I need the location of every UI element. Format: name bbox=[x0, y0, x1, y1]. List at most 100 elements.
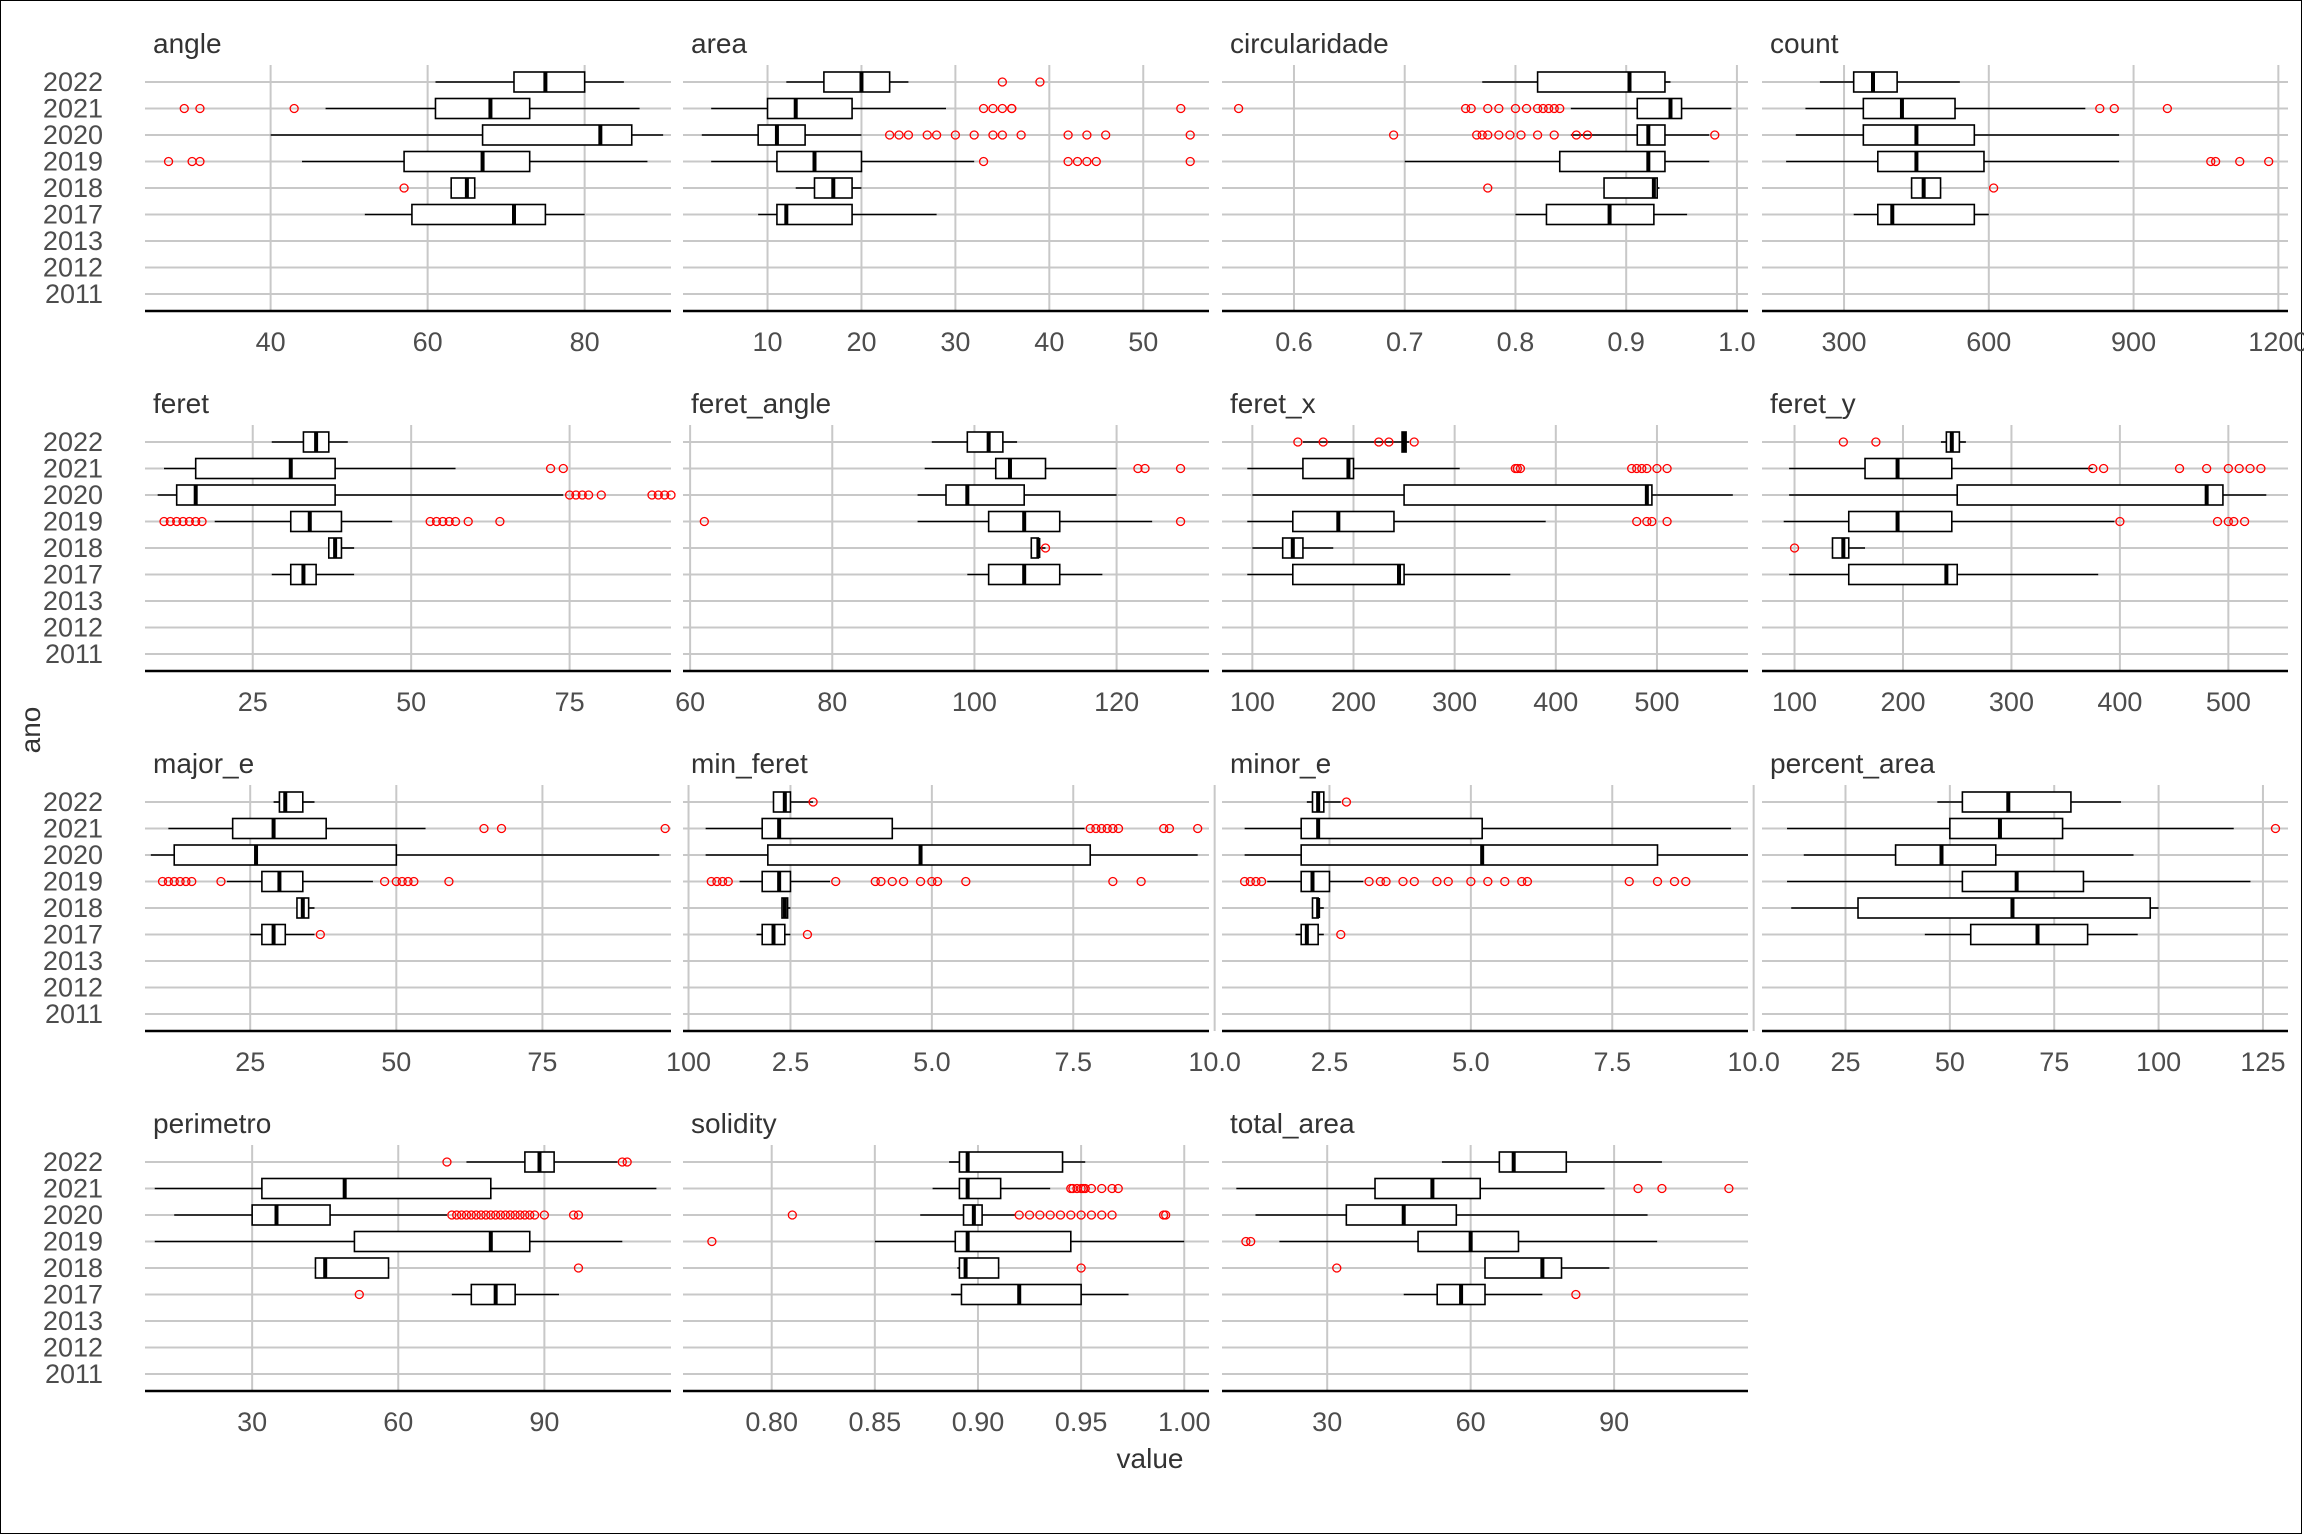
box-feret_x-2017 bbox=[1292, 563, 1405, 586]
box-perimetro-2021 bbox=[261, 1177, 492, 1200]
x-tick-label-percent_area-0: 25 bbox=[1830, 1047, 1860, 1077]
outlier-circularidade-2021-4 bbox=[1494, 103, 1504, 114]
outlier-min_feret-2019-5 bbox=[870, 876, 880, 887]
outlier-count-2021-1 bbox=[2109, 103, 2119, 114]
x-tick-label-min_feret-2: 7.5 bbox=[1054, 1047, 1092, 1077]
box-total_area-2022 bbox=[1498, 1151, 1568, 1173]
outlier-minor_e-2019-14 bbox=[1517, 876, 1527, 887]
outlier-solidity-2020-2 bbox=[1024, 1210, 1035, 1220]
x-tick-label-area-4: 50 bbox=[1128, 327, 1158, 357]
outlier-feret_angle-2019-0 bbox=[699, 516, 709, 527]
outlier-count-2019-1 bbox=[2210, 156, 2221, 167]
x-tick-label-feret_x-1: 200 bbox=[1331, 687, 1376, 717]
outlier-perimetro-2020-2 bbox=[456, 1210, 467, 1220]
box-total_area-2020 bbox=[1345, 1204, 1458, 1226]
outlier-major_e-2019-9 bbox=[397, 876, 407, 887]
outlier-solidity-2021-5 bbox=[1080, 1183, 1090, 1194]
outlier-circularidade-2018-0 bbox=[1483, 183, 1493, 193]
box-solidity-2019 bbox=[954, 1230, 1072, 1253]
outlier-feret-2020-0 bbox=[564, 490, 575, 500]
x-tick-label-area-3: 40 bbox=[1034, 327, 1064, 357]
outlier-feret_x-2022-0 bbox=[1293, 437, 1303, 447]
outlier-perimetro-2020-7 bbox=[481, 1210, 491, 1220]
outlier-feret-2019-10 bbox=[444, 516, 454, 527]
y-tick-label-2018: 2018 bbox=[43, 1253, 103, 1283]
outlier-circularidade-2020-9 bbox=[1571, 130, 1582, 140]
outlier-angle-2018-0 bbox=[399, 183, 409, 193]
outlier-area-2021-5 bbox=[1176, 103, 1186, 114]
x-tick-label-feret-0: 25 bbox=[238, 687, 268, 717]
x-tick-label-major_e-3: 100 bbox=[666, 1047, 711, 1077]
box-count-2017 bbox=[1877, 203, 1976, 226]
outlier-min_feret-2019-11 bbox=[932, 876, 943, 887]
outlier-solidity-2018-0 bbox=[1076, 1263, 1086, 1273]
y-tick-label-2021: 2021 bbox=[43, 94, 103, 124]
outlier-total_area-2021-1 bbox=[1657, 1183, 1667, 1194]
outlier-area-2019-0 bbox=[978, 156, 989, 167]
y-tick-label-2022: 2022 bbox=[43, 787, 103, 817]
outlier-circularidade-2021-2 bbox=[1466, 103, 1476, 114]
panel-title-count: count bbox=[1770, 28, 1839, 59]
outlier-feret_y-2019-3 bbox=[2229, 516, 2239, 527]
box-solidity-2017 bbox=[960, 1283, 1082, 1306]
panel-title-major_e: major_e bbox=[153, 748, 254, 779]
x-tick-label-perimetro-2: 90 bbox=[529, 1407, 559, 1437]
outlier-area-2020-0 bbox=[884, 130, 895, 140]
x-tick-label-solidity-2: 0.90 bbox=[952, 1407, 1005, 1437]
y-tick-label-2022: 2022 bbox=[43, 1147, 103, 1177]
box-major_e-2022 bbox=[278, 791, 304, 813]
x-tick-label-total_area-0: 30 bbox=[1312, 1407, 1342, 1437]
outlier-feret_y-2021-3 bbox=[2202, 463, 2212, 474]
box-angle-2021 bbox=[434, 97, 531, 120]
outlier-perimetro-2020-13 bbox=[510, 1210, 520, 1220]
box-circularidade-2017 bbox=[1545, 203, 1655, 226]
outlier-perimetro-2020-16 bbox=[525, 1210, 535, 1220]
outlier-min_feret-2019-1 bbox=[712, 876, 722, 887]
outlier-major_e-2019-7 bbox=[379, 876, 390, 887]
box-perimetro-2019 bbox=[353, 1230, 531, 1253]
x-tick-label-feret_angle-3: 120 bbox=[1094, 687, 1139, 717]
x-tick-label-percent_area-4: 125 bbox=[2240, 1047, 2285, 1077]
box-area-2019 bbox=[776, 150, 863, 173]
x-tick-label-feret_x-3: 400 bbox=[1533, 687, 1578, 717]
panel-title-feret_angle: feret_angle bbox=[691, 388, 831, 419]
outlier-feret-2020-6 bbox=[653, 490, 663, 500]
x-tick-label-perimetro-1: 60 bbox=[383, 1407, 413, 1437]
outlier-feret-2019-4 bbox=[184, 516, 195, 527]
outlier-feret-2019-6 bbox=[197, 516, 207, 527]
outlier-perimetro-2020-4 bbox=[466, 1210, 476, 1220]
outlier-solidity-2020-12 bbox=[1161, 1210, 1171, 1220]
outlier-total_area-2017-0 bbox=[1571, 1289, 1581, 1300]
outlier-minor_e-2019-6 bbox=[1381, 876, 1391, 887]
outlier-min_feret-2019-9 bbox=[915, 876, 926, 887]
outlier-perimetro-2020-5 bbox=[471, 1210, 481, 1220]
box-count-2021 bbox=[1862, 97, 1956, 120]
outlier-min_feret-2021-5 bbox=[1113, 823, 1124, 834]
outlier-perimetro-2020-12 bbox=[505, 1210, 515, 1220]
outlier-circularidade-2021-6 bbox=[1521, 103, 1532, 114]
outlier-feret_x-2021-6 bbox=[1642, 463, 1652, 474]
outlier-feret_y-2021-0 bbox=[2088, 463, 2098, 474]
box-circularidade-2021 bbox=[1636, 97, 1683, 120]
outlier-minor_e-2019-7 bbox=[1398, 876, 1408, 887]
x-tick-label-area-0: 10 bbox=[753, 327, 783, 357]
box-feret_x-2019 bbox=[1292, 510, 1395, 533]
outlier-min_feret-2019-3 bbox=[723, 876, 733, 887]
outlier-feret_x-2021-5 bbox=[1637, 463, 1647, 474]
outlier-solidity-2020-10 bbox=[1107, 1210, 1117, 1220]
outlier-minor_e-2019-5 bbox=[1375, 876, 1386, 887]
outlier-minor_e-2019-1 bbox=[1245, 876, 1255, 887]
outlier-feret-2019-12 bbox=[463, 516, 473, 527]
box-count-2022 bbox=[1852, 71, 1898, 93]
outlier-solidity-2020-8 bbox=[1086, 1210, 1097, 1220]
outlier-perimetro-2020-3 bbox=[461, 1210, 472, 1220]
x-tick-label-minor_e-2: 7.5 bbox=[1593, 1047, 1631, 1077]
outlier-major_e-2021-1 bbox=[496, 823, 507, 834]
outlier-minor_e-2019-3 bbox=[1256, 876, 1267, 887]
outlier-major_e-2019-4 bbox=[181, 876, 191, 887]
panel-title-minor_e: minor_e bbox=[1230, 748, 1331, 779]
outlier-min_feret-2019-2 bbox=[717, 876, 728, 887]
outlier-circularidade-2021-11 bbox=[1555, 103, 1565, 114]
outlier-feret-2019-11 bbox=[450, 516, 461, 527]
box-percent_area-2022 bbox=[1961, 791, 2072, 813]
